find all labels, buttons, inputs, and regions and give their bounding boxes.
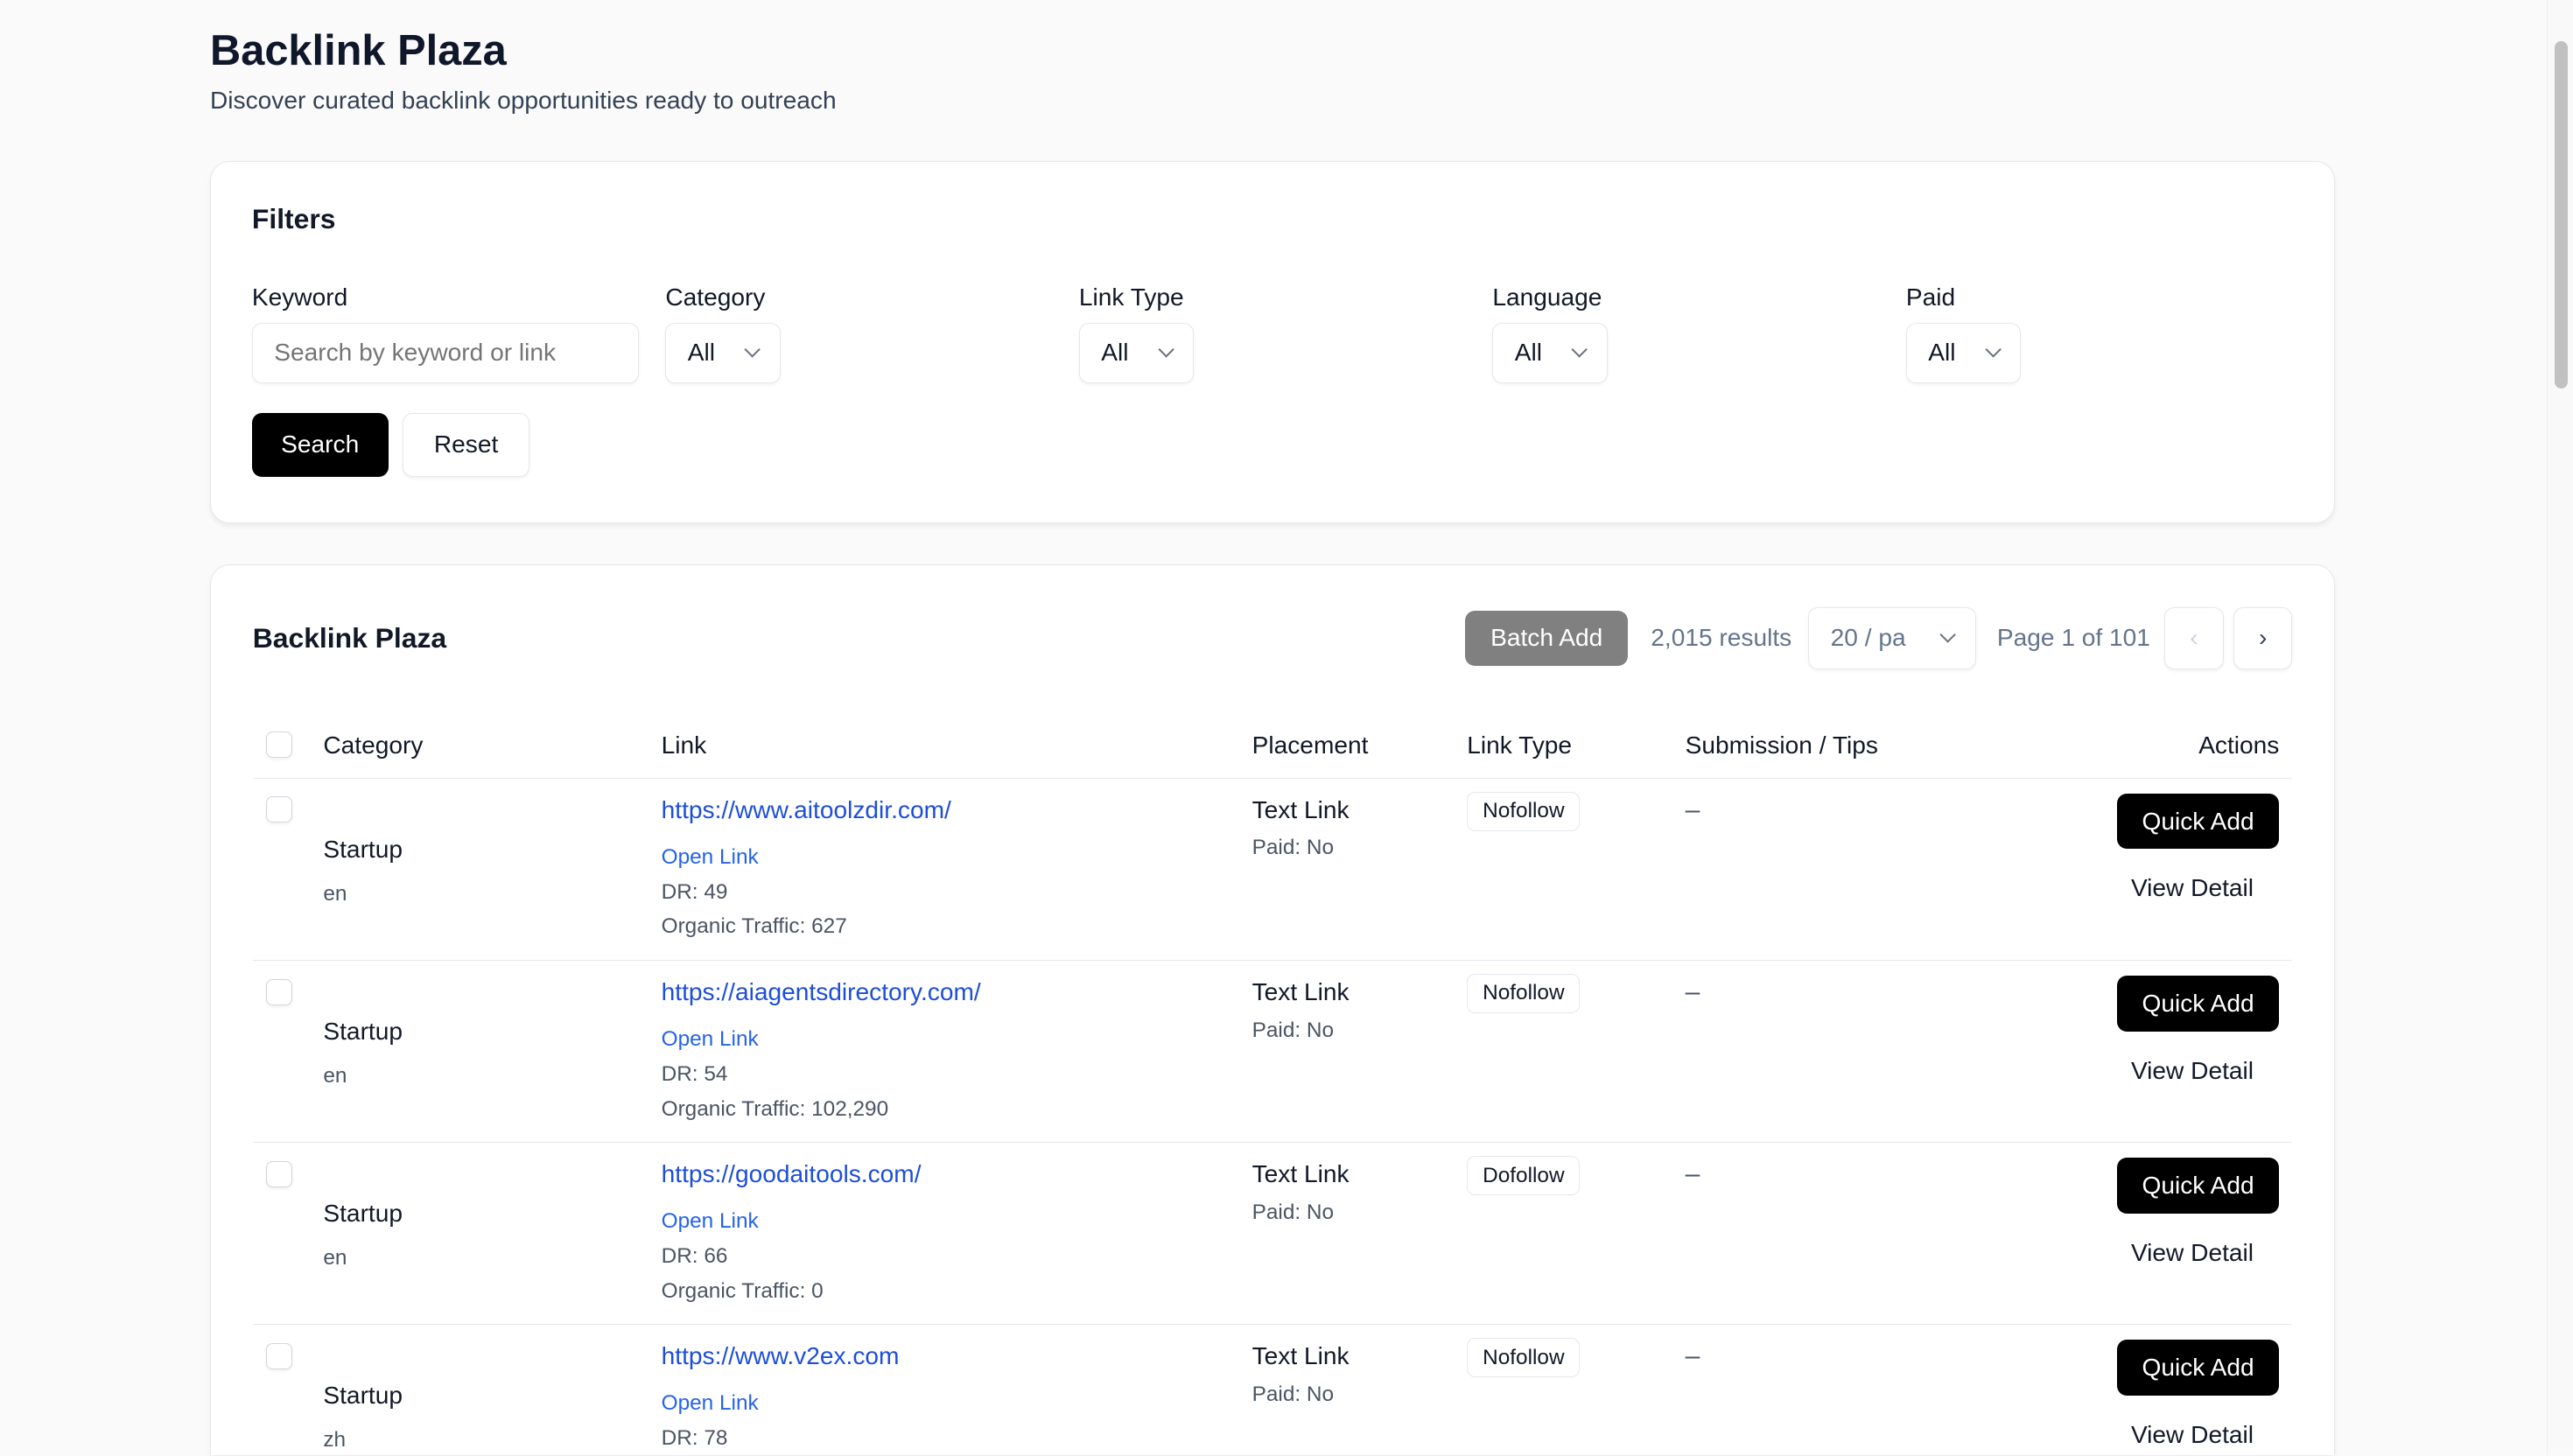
open-link[interactable]: Open Link	[661, 1391, 759, 1416]
open-link[interactable]: Open Link	[661, 1027, 759, 1051]
view-detail-button[interactable]: View Detail	[2130, 1420, 2254, 1448]
quick-add-button[interactable]: Quick Add	[2116, 975, 2280, 1032]
row-organic-traffic: Organic Traffic: 0	[661, 1278, 824, 1303]
chevron-down-icon	[1571, 341, 1588, 358]
backlink-list-card	[210, 564, 2336, 1456]
page-size-value: 20 / pa	[1830, 624, 1906, 652]
row-checkbox[interactable]	[265, 978, 292, 1005]
row-url-link[interactable]: https://goodaitools.com/	[661, 1159, 922, 1187]
select-all-checkbox[interactable]	[265, 732, 292, 759]
next-page-button[interactable]: ›	[2233, 606, 2293, 669]
search-button[interactable]: Search	[251, 412, 389, 477]
link-type-label: Link Type	[1078, 283, 1184, 311]
row-category: Startup	[323, 1017, 403, 1045]
row-language: en	[323, 881, 347, 906]
row-checkbox[interactable]	[265, 1342, 292, 1369]
row-placement: Text Link	[1251, 795, 1350, 823]
page-title: Backlink Plaza	[210, 27, 507, 74]
row-language: en	[323, 1064, 347, 1088]
language-value: All	[1514, 339, 1542, 367]
row-dr: DR: 66	[661, 1244, 728, 1269]
row-url-link[interactable]: https://www.v2ex.com	[661, 1341, 900, 1369]
column-header-link-type: Link Type	[1467, 732, 1573, 760]
filters-card: Filters Keyword Category All Link Type A…	[210, 160, 2336, 524]
row-url-link[interactable]: https://www.aitoolzdir.com/	[661, 795, 951, 823]
column-header-submission-tips: Submission / Tips	[1685, 732, 1878, 760]
row-organic-traffic: Organic Traffic: 102,290	[661, 1096, 889, 1121]
language-label: Language	[1492, 283, 1602, 311]
row-paid: Paid: No	[1251, 836, 1335, 860]
scrollbar[interactable]	[2547, 0, 2573, 1456]
category-select[interactable]: All	[665, 322, 781, 383]
row-tips: –	[1685, 1340, 1700, 1370]
view-detail-button[interactable]: View Detail	[2130, 1056, 2254, 1084]
row-dr: DR: 78	[661, 1426, 728, 1451]
row-tips: –	[1685, 1158, 1700, 1188]
table-row: Startup en https://aiagentsdirectory.com…	[252, 959, 2293, 1142]
scrollbar-thumb[interactable]	[2554, 40, 2568, 389]
open-link[interactable]: Open Link	[661, 1209, 759, 1234]
row-category: Startup	[323, 1199, 403, 1227]
paid-value: All	[1928, 339, 1956, 367]
paid-select[interactable]: All	[1905, 322, 2022, 383]
results-count: 2,015 results	[1651, 623, 1792, 651]
link-type-badge: Dofollow	[1467, 1156, 1581, 1195]
row-organic-traffic: Organic Traffic: 627	[661, 914, 847, 939]
table-row: Startup zh https://www.v2ex.com Open Lin…	[252, 1324, 2293, 1453]
list-title: Backlink Plaza	[252, 621, 447, 654]
link-type-badge: Nofollow	[1467, 1338, 1581, 1378]
keyword-input[interactable]	[251, 322, 640, 383]
link-type-value: All	[1101, 339, 1129, 367]
chevron-down-icon	[1939, 626, 1956, 643]
column-header-actions: Actions	[2198, 732, 2280, 760]
page-subtitle: Discover curated backlink opportunities …	[210, 87, 837, 115]
link-type-select[interactable]: All	[1078, 322, 1195, 383]
chevron-down-icon	[1157, 341, 1174, 358]
paid-label: Paid	[1905, 283, 1956, 311]
table-row: Startup en https://www.aitoolzdir.com/ O…	[252, 777, 2293, 960]
reset-button[interactable]: Reset	[403, 412, 529, 477]
row-category: Startup	[323, 835, 403, 863]
row-dr: DR: 54	[661, 1062, 728, 1087]
view-detail-button[interactable]: View Detail	[2130, 1238, 2254, 1266]
prev-page-button[interactable]: ‹	[2164, 606, 2224, 669]
chevron-down-icon	[744, 341, 761, 358]
column-header-placement: Placement	[1251, 732, 1369, 760]
row-paid: Paid: No	[1251, 1200, 1335, 1224]
quick-add-button[interactable]: Quick Add	[2116, 1157, 2280, 1214]
row-dr: DR: 49	[661, 880, 728, 904]
row-placement: Text Link	[1251, 1159, 1350, 1187]
row-paid: Paid: No	[1251, 1382, 1335, 1406]
link-type-badge: Nofollow	[1467, 973, 1581, 1013]
category-value: All	[687, 339, 715, 367]
column-header-link: Link	[661, 732, 707, 760]
row-placement: Text Link	[1251, 977, 1350, 1005]
page-size-select[interactable]: 20 / pa	[1808, 606, 1976, 669]
row-checkbox[interactable]	[265, 796, 292, 823]
view-detail-button[interactable]: View Detail	[2130, 874, 2254, 902]
open-link[interactable]: Open Link	[661, 844, 759, 869]
batch-add-button[interactable]: Batch Add	[1465, 610, 1628, 667]
row-language: zh	[323, 1428, 347, 1452]
row-language: en	[323, 1246, 347, 1270]
language-select[interactable]: All	[1492, 322, 1608, 383]
keyword-label: Keyword	[251, 283, 348, 311]
row-placement: Text Link	[1251, 1341, 1350, 1369]
row-url-link[interactable]: https://aiagentsdirectory.com/	[661, 977, 981, 1005]
page-info: Page 1 of 101	[1996, 623, 2150, 651]
quick-add-button[interactable]: Quick Add	[2116, 793, 2280, 850]
quick-add-button[interactable]: Quick Add	[2116, 1340, 2280, 1396]
column-header-category: Category	[323, 732, 424, 760]
table-row: Startup en https://goodaitools.com/ Open…	[252, 1142, 2293, 1324]
link-type-badge: Nofollow	[1467, 791, 1581, 831]
row-paid: Paid: No	[1251, 1018, 1335, 1042]
row-tips: –	[1685, 976, 1700, 1006]
filters-title: Filters	[251, 202, 336, 234]
chevron-down-icon	[1984, 341, 2002, 358]
category-label: Category	[665, 283, 766, 311]
row-checkbox[interactable]	[265, 1160, 292, 1187]
row-category: Startup	[323, 1381, 403, 1409]
row-tips: –	[1685, 794, 1700, 824]
